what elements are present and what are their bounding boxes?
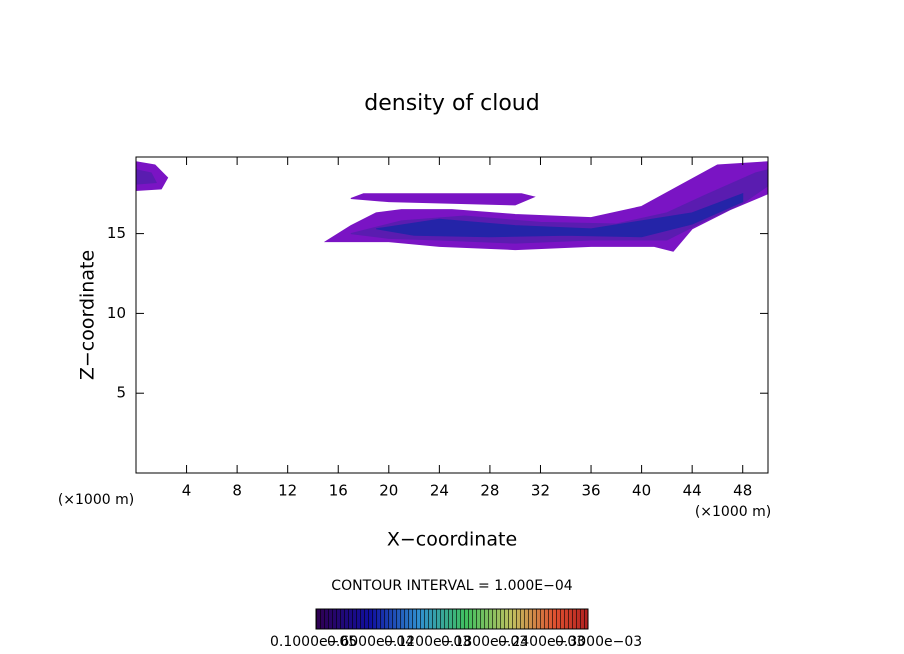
x-axis-label: X−coordinate [387,529,517,551]
y-tick-label: 15 [107,224,126,242]
colorbar-lines [316,609,588,629]
y-axis-label: Z−coordinate [77,250,99,380]
x-unit-label: (×1000 m) [695,504,771,520]
x-tick-label: 12 [278,482,297,500]
x-tick-label: 16 [329,482,348,500]
x-tick-label: 8 [232,482,242,500]
contour-region [376,192,744,238]
y-tick-label: 10 [107,304,126,322]
x-tick-label: 20 [379,482,398,500]
chart-title: density of cloud [364,91,539,116]
x-unit-label: (×1000 m) [58,492,134,508]
x-tick-label: 48 [733,482,752,500]
colorbar-label: 0.3000e−03 [555,634,642,650]
x-tick-label: 4 [182,482,192,500]
x-tick-label: 36 [581,482,600,500]
colorbar-title: CONTOUR INTERVAL = 1.000E−04 [331,578,572,594]
x-tick-label: 28 [480,482,499,500]
contour-region [350,193,536,206]
colorbar-label: 0.1000e−05 [270,634,357,650]
colorbar-label: 0.6000e−04 [327,634,414,650]
x-tick-label: 44 [683,482,702,500]
x-tick-label: 24 [430,482,449,500]
y-tick-label: 5 [116,384,126,402]
x-tick-label: 40 [632,482,651,500]
x-tick-label: 32 [531,482,550,500]
colorbar-label: 0.2400e−03 [498,634,585,650]
colorbar-label: 0.1200e−03 [384,634,471,650]
plot-frame [135,156,769,474]
colorbar-label: 0.1800e−03 [441,634,528,650]
